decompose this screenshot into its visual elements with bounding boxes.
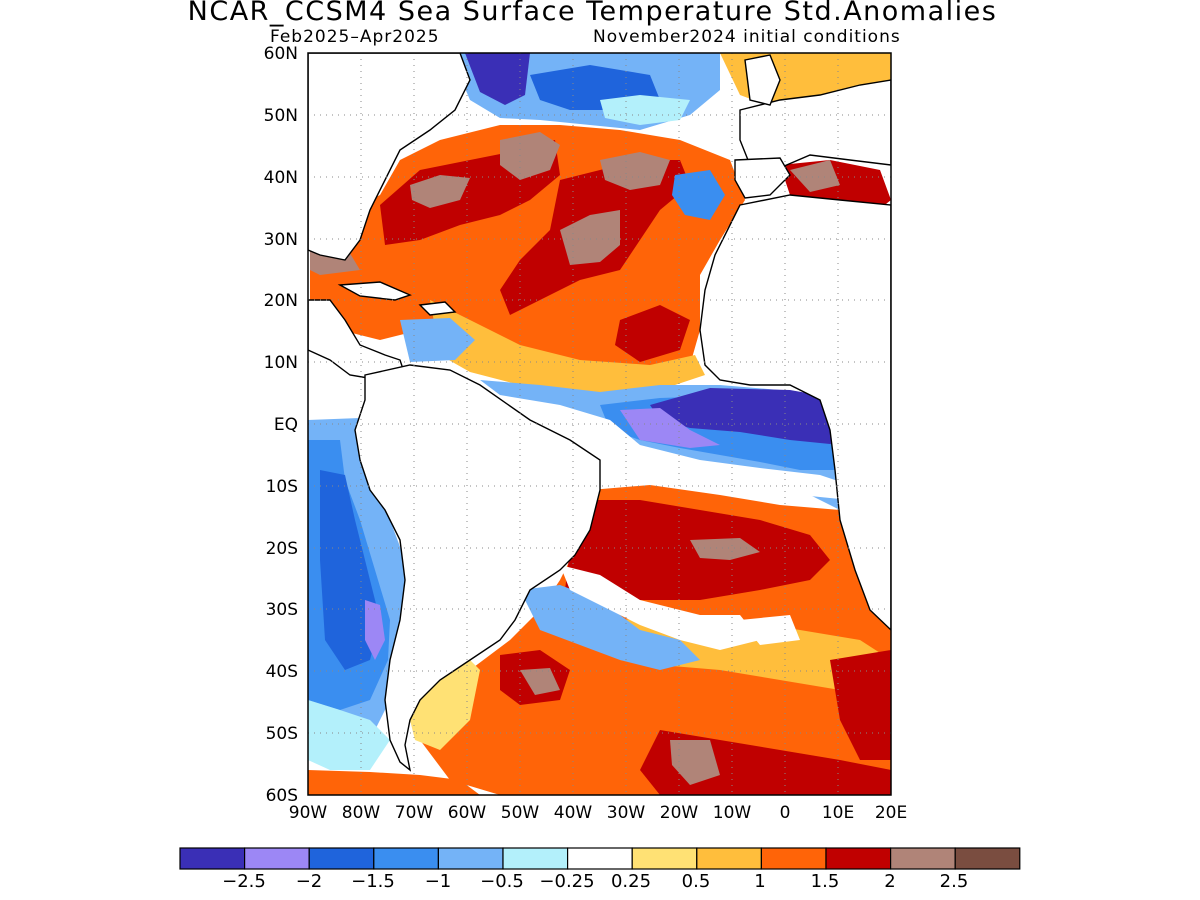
south-america-landmass: [354, 364, 601, 772]
colorbar-label: 2: [884, 871, 896, 892]
lon-label: 20W: [659, 803, 699, 823]
lat-label: 60S: [265, 786, 298, 806]
north-atlantic-brown-2: [500, 132, 560, 180]
colorbar-swatch: [889, 847, 956, 870]
lat-label: 20N: [263, 291, 298, 311]
colorbar: [179, 847, 1021, 870]
lat-label: 50N: [263, 106, 298, 126]
lat-label: 60N: [263, 44, 298, 64]
colorbar-swatch: [437, 847, 504, 870]
lat-label: 50S: [265, 724, 298, 744]
se-pacific-light-cold: [308, 700, 390, 770]
se-pacific-lavender: [365, 600, 385, 660]
south-atlantic-red-east: [830, 650, 891, 760]
lat-label: 40N: [263, 168, 298, 188]
lon-label: 20E: [874, 803, 908, 823]
anomaly-field: [308, 53, 891, 795]
south-atlantic-brown-west: [520, 668, 560, 695]
north-america-landmass: [308, 53, 471, 261]
mediterranean-brown: [790, 160, 840, 192]
north-atlantic-red-core-3: [615, 305, 690, 362]
lon-label: 90W: [288, 803, 328, 823]
colorbar-swatch: [373, 847, 439, 870]
colorbar-label: −0.5: [480, 871, 524, 892]
colorbar-swatch: [760, 847, 827, 870]
lon-label: 40W: [553, 803, 593, 823]
lon-label: 10W: [712, 803, 752, 823]
iberia-landmass: [734, 157, 791, 199]
north-atlantic-brown-4: [600, 152, 670, 190]
lat-label: 30N: [263, 230, 298, 250]
map-frame: [307, 52, 892, 796]
south-atlantic-brown-south: [670, 740, 720, 785]
midlat-cold-patch: [672, 170, 725, 220]
colorbar-label: 2.5: [939, 871, 969, 892]
colorbar-label: 0.25: [610, 871, 652, 892]
north-atlantic-brown-1: [410, 175, 470, 208]
colorbar-label: −2: [295, 871, 323, 892]
lat-label: 10N: [263, 353, 298, 373]
lon-label: 60W: [447, 803, 487, 823]
forecast-period: Feb2025–Apr2025: [270, 27, 440, 47]
colorbar-swatch: [566, 847, 633, 870]
south-atlantic-white-band: [560, 565, 760, 650]
equatorial-deep-cold: [650, 388, 840, 445]
subpolar-deep-cold: [465, 53, 530, 105]
colorbar-swatch: [954, 847, 1021, 870]
lon-label: 10E: [821, 803, 855, 823]
map-title: NCAR_CCSM4 Sea Surface Temperature Std.A…: [187, 0, 998, 27]
colorbar-swatch: [244, 847, 310, 870]
hispaniola-island: [418, 301, 457, 316]
lon-label: 70W: [394, 803, 434, 823]
subpolar-light-blue: [600, 95, 690, 125]
colorbar-swatch: [502, 847, 569, 870]
colorbar-label: −1.5: [351, 871, 395, 892]
colorbar-label: 1.5: [810, 871, 840, 892]
equatorial-lavender: [620, 408, 720, 448]
south-atlantic-brown: [690, 538, 760, 560]
lon-label: 50W: [500, 803, 540, 823]
colorbar-label: −2.5: [222, 871, 266, 892]
initial-conditions: November2024 initial conditions: [593, 27, 901, 47]
equatorial-white-band: [500, 395, 850, 500]
colorbar-label: −1: [424, 871, 452, 892]
north-atlantic-brown-3: [560, 210, 620, 265]
colorbar-swatch: [631, 847, 698, 870]
cuba-island: [337, 281, 412, 301]
graticule: [308, 53, 891, 795]
lon-label: 0: [779, 803, 791, 823]
british-isles: [744, 54, 781, 106]
lat-label: 10S: [265, 477, 298, 497]
north-atlantic-orange-band: [430, 300, 705, 395]
lat-label: 20S: [265, 539, 298, 559]
africa-landmass: [699, 194, 891, 631]
lon-label: 30W: [606, 803, 646, 823]
south-atlantic-cold-patch: [520, 585, 700, 670]
southern-ocean-warm: [308, 770, 480, 795]
colorbar-swatch: [696, 847, 762, 870]
land-masses: [308, 53, 891, 772]
south-atlantic-red-core: [565, 500, 830, 610]
colorbar-swatch: [825, 847, 892, 870]
lon-label: 80W: [341, 803, 381, 823]
caribbean-cool: [400, 318, 475, 362]
lat-label: 40S: [265, 662, 298, 682]
lat-label: EQ: [273, 415, 298, 435]
lat-label: 30S: [265, 600, 298, 620]
colorbar-label: 0.5: [681, 871, 711, 892]
colorbar-label: 1: [754, 871, 766, 892]
colorbar-swatch: [308, 847, 375, 870]
colorbar-swatch: [179, 847, 246, 870]
colorbar-label: −0.25: [539, 871, 595, 892]
